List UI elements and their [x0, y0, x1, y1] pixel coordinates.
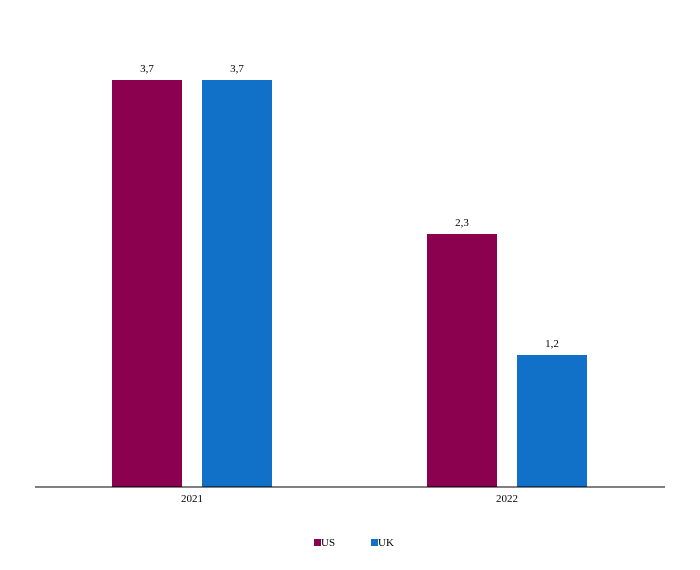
bar-uk-2022 [517, 355, 587, 487]
bar-uk-2021 [202, 80, 272, 487]
value-label-us-2021: 3,7 [140, 63, 154, 75]
x-tick-labels-group: 2021 2022 [181, 493, 518, 505]
value-labels-group: 3,7 3,7 2,3 1,2 [140, 63, 559, 350]
legend-swatch-us [314, 539, 321, 546]
value-label-uk-2022: 1,2 [545, 338, 559, 350]
value-label-uk-2021: 3,7 [230, 63, 244, 75]
value-label-us-2022: 2,3 [455, 217, 469, 229]
x-tick-label-2022: 2022 [496, 493, 518, 505]
legend-label-us: US [321, 537, 335, 549]
bar-us-2022 [427, 234, 497, 487]
legend-item-us: US [314, 537, 335, 549]
legend-item-uk: UK [371, 537, 394, 549]
bars-group [112, 80, 587, 487]
legend-swatch-uk [371, 539, 378, 546]
legend-label-uk: UK [378, 537, 394, 549]
x-tick-label-2021: 2021 [181, 493, 203, 505]
bar-us-2021 [112, 80, 182, 487]
legend: US UK [314, 537, 394, 549]
